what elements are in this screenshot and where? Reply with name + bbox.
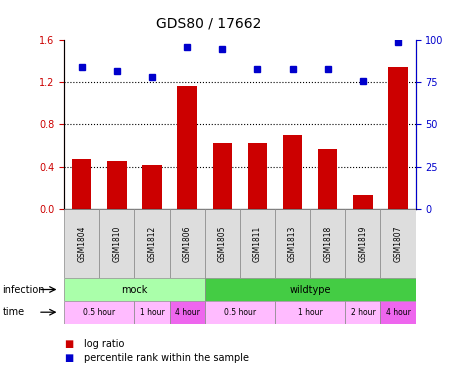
Bar: [205, 278, 416, 301]
Bar: [310, 209, 345, 278]
Bar: [178, 86, 197, 209]
Text: log ratio: log ratio: [84, 339, 124, 349]
Text: ■: ■: [64, 353, 73, 363]
Text: 0.5 hour: 0.5 hour: [224, 308, 256, 317]
Text: 4 hour: 4 hour: [175, 308, 199, 317]
Bar: [283, 135, 302, 209]
Bar: [134, 209, 170, 278]
Bar: [353, 195, 372, 209]
Text: percentile rank within the sample: percentile rank within the sample: [84, 353, 249, 363]
Text: GSM1805: GSM1805: [218, 225, 227, 262]
Text: GSM1806: GSM1806: [183, 225, 191, 262]
Text: time: time: [2, 307, 25, 317]
Bar: [142, 165, 162, 209]
Text: 1 hour: 1 hour: [140, 308, 164, 317]
Bar: [205, 209, 240, 278]
Bar: [389, 67, 408, 209]
Bar: [64, 209, 99, 278]
Bar: [213, 143, 232, 209]
Bar: [170, 301, 205, 324]
Bar: [275, 209, 310, 278]
Bar: [134, 301, 170, 324]
Bar: [64, 301, 134, 324]
Text: ■: ■: [64, 339, 73, 349]
Bar: [318, 149, 337, 209]
Bar: [275, 301, 345, 324]
Text: GDS80 / 17662: GDS80 / 17662: [156, 16, 262, 30]
Bar: [72, 159, 91, 209]
Text: GSM1813: GSM1813: [288, 225, 297, 262]
Text: GSM1810: GSM1810: [113, 225, 121, 262]
Text: 1 hour: 1 hour: [298, 308, 323, 317]
Text: 2 hour: 2 hour: [351, 308, 375, 317]
Bar: [107, 161, 126, 209]
Text: 0.5 hour: 0.5 hour: [83, 308, 115, 317]
Text: wildtype: wildtype: [289, 284, 331, 295]
Bar: [170, 209, 205, 278]
Bar: [205, 301, 275, 324]
Text: GSM1812: GSM1812: [148, 225, 156, 262]
Bar: [64, 278, 205, 301]
Bar: [99, 209, 134, 278]
Bar: [345, 209, 380, 278]
Text: GSM1807: GSM1807: [394, 225, 402, 262]
Text: 4 hour: 4 hour: [386, 308, 410, 317]
Bar: [380, 209, 416, 278]
Text: mock: mock: [121, 284, 148, 295]
Text: GSM1819: GSM1819: [359, 225, 367, 262]
Bar: [380, 301, 416, 324]
Text: GSM1804: GSM1804: [77, 225, 86, 262]
Bar: [345, 301, 380, 324]
Text: GSM1811: GSM1811: [253, 225, 262, 262]
Text: GSM1818: GSM1818: [323, 225, 332, 262]
Bar: [248, 143, 267, 209]
Bar: [240, 209, 275, 278]
Text: infection: infection: [2, 284, 45, 295]
